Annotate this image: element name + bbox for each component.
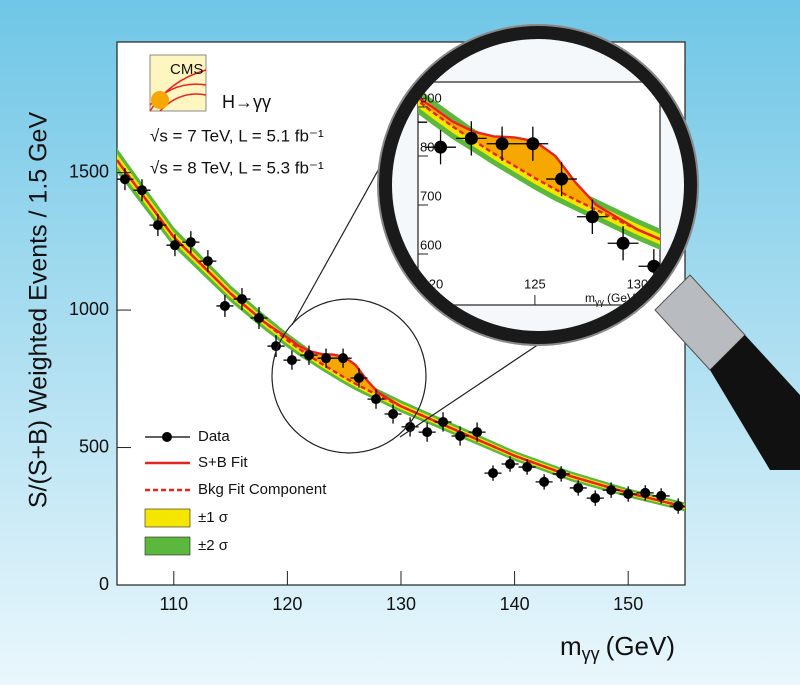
- run-label: √s = 8 TeV, L = 5.3 fb⁻¹: [150, 158, 324, 177]
- y-tick-label: 1500: [69, 161, 109, 181]
- zoom-circle: [271, 298, 427, 454]
- data-point: [606, 485, 617, 496]
- y-tick-label: 900: [420, 90, 442, 105]
- data-point: [555, 172, 569, 186]
- x-tick-label: 130: [386, 594, 416, 614]
- data-point: [590, 493, 601, 504]
- x-label-unit: (GeV): [606, 631, 675, 661]
- process-label: H→γγ: [222, 92, 271, 112]
- run-label: √s = 7 TeV, L = 5.1 fb⁻¹: [150, 126, 324, 145]
- data-point: [472, 427, 483, 438]
- x-tick-label: 120: [272, 594, 302, 614]
- data-point: [434, 140, 448, 154]
- data-point: [573, 482, 584, 493]
- data-point: [640, 487, 651, 498]
- data-point: [353, 372, 364, 383]
- fit-curve: [418, 82, 660, 305]
- legend-swatch: [144, 536, 191, 556]
- data-point: [219, 300, 230, 311]
- data-point: [338, 353, 349, 364]
- data-point: [388, 408, 399, 419]
- y-tick-label: 0: [99, 574, 109, 594]
- handle-grip: [710, 335, 800, 470]
- cms-logo: CMS: [149, 54, 207, 112]
- data-point: [152, 220, 163, 231]
- fit-curve: [117, 159, 685, 509]
- x-tick-label: 140: [500, 594, 530, 614]
- x-label-symbol: m: [585, 291, 595, 305]
- data-point: [656, 490, 667, 501]
- data-point: [539, 476, 550, 487]
- x-tick-label: 110: [159, 594, 188, 614]
- y-tick-label: 700: [420, 188, 442, 203]
- data-point: [185, 237, 196, 248]
- data-point: [119, 174, 130, 185]
- data-point: [522, 462, 533, 473]
- data-point: [254, 313, 264, 324]
- x-label-subscript: γγ: [595, 297, 605, 307]
- lens-rim: [378, 25, 698, 345]
- data-point: [321, 353, 332, 364]
- data-point: [202, 256, 213, 267]
- data-point: [169, 240, 180, 251]
- legend-label: S+B Fit: [198, 454, 248, 471]
- data-point: [505, 459, 516, 470]
- zoom-connector: [399, 329, 561, 438]
- data-point: [422, 427, 433, 438]
- x-label-subscript: γγ: [582, 644, 600, 664]
- y-tick-label: 1000: [69, 299, 109, 319]
- inset-data: [418, 82, 660, 305]
- x-tick-label: 125: [524, 276, 546, 291]
- y-tick-label: 800: [420, 139, 442, 154]
- data-point: [136, 185, 147, 196]
- main-plot: [117, 148, 685, 514]
- logo-mark: [151, 91, 169, 109]
- data-point: [526, 137, 540, 151]
- data-point: [236, 294, 247, 305]
- legend-swatch: [144, 508, 191, 528]
- data-point: [464, 131, 478, 145]
- y-tick-label: 500: [79, 436, 109, 456]
- x-label-symbol: m: [560, 631, 582, 661]
- data-point: [556, 468, 567, 479]
- data-point: [371, 394, 382, 405]
- data-point: [455, 430, 466, 441]
- data-point: [616, 236, 630, 250]
- logo-text: CMS: [170, 61, 203, 78]
- legend-label: Bkg Fit Component: [198, 481, 327, 498]
- data-point: [303, 350, 314, 361]
- data-point: [286, 355, 297, 366]
- lens-rim-edge: [377, 24, 699, 346]
- data-point: [623, 488, 634, 499]
- legend-label: ±2 σ: [198, 537, 229, 554]
- x-axis-label: mγγ (GeV): [560, 631, 675, 664]
- y-axis-label: S/(S+B) Weighted Events / 1.5 GeV: [25, 112, 53, 509]
- legend-marker: [162, 432, 172, 442]
- data-point: [488, 468, 499, 479]
- data-point: [673, 501, 684, 512]
- legend: Data S+B Fit Bkg Fit Component ±1 σ ±2 σ: [144, 428, 327, 556]
- data-point: [438, 416, 449, 427]
- magnifier-handle: [654, 274, 800, 470]
- y-tick-label: 600: [420, 237, 442, 252]
- data-point: [405, 421, 416, 432]
- legend-label: ±1 σ: [198, 509, 229, 526]
- data-point: [495, 137, 509, 151]
- x-tick-label: 150: [613, 594, 643, 614]
- legend-label: Data: [198, 428, 230, 445]
- data-point: [585, 210, 599, 224]
